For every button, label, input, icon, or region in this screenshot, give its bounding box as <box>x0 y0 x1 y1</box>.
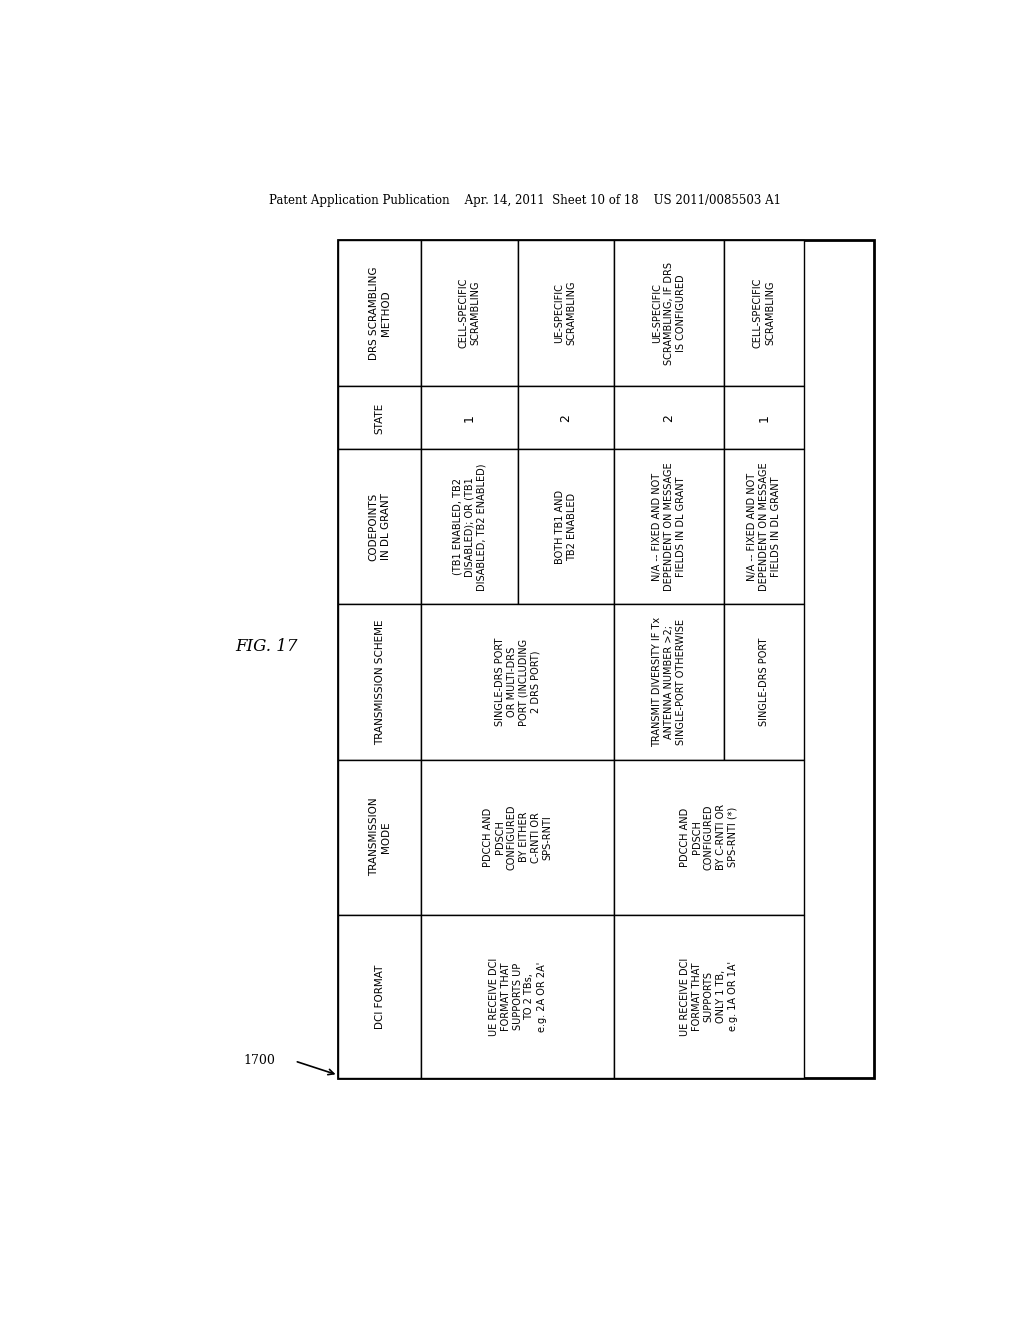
Bar <box>613 387 724 449</box>
Bar <box>517 240 613 387</box>
Text: Patent Application Publication    Apr. 14, 2011  Sheet 10 of 18    US 2011/00855: Patent Application Publication Apr. 14, … <box>268 194 780 207</box>
Bar <box>613 605 724 759</box>
Bar <box>724 449 804 605</box>
Bar <box>338 449 421 605</box>
Text: UE-SPECIFIC
SCRAMBLING, IF DRS
IS CONFIGURED: UE-SPECIFIC SCRAMBLING, IF DRS IS CONFIG… <box>652 261 686 364</box>
Text: SINGLE-DRS PORT
OR MULTI-DRS
PORT (INCLUDING
2 DRS PORT): SINGLE-DRS PORT OR MULTI-DRS PORT (INCLU… <box>495 638 541 726</box>
Text: CODEPOINTS
IN DL GRANT: CODEPOINTS IN DL GRANT <box>369 492 391 561</box>
Text: UE RECEIVE DCI
FORMAT THAT
SUPPORTS
ONLY 1 TB,
e.g. 1A OR 1A': UE RECEIVE DCI FORMAT THAT SUPPORTS ONLY… <box>680 957 737 1036</box>
Text: 1: 1 <box>463 414 476 422</box>
Bar <box>338 240 873 1078</box>
Text: BOTH TB1 AND
TB2 ENABLED: BOTH TB1 AND TB2 ENABLED <box>555 490 577 564</box>
Bar <box>613 915 804 1078</box>
Bar <box>338 915 421 1078</box>
Text: PDCCH AND
PDSCH
CONFIGURED
BY C-RNTI OR
SPS-RNTI (*): PDCCH AND PDSCH CONFIGURED BY C-RNTI OR … <box>680 804 737 870</box>
Text: 2: 2 <box>663 414 676 422</box>
Text: PDCCH AND
PDSCH
CONFIGURED
BY EITHER
C-RNTI OR
SPS-RNTI: PDCCH AND PDSCH CONFIGURED BY EITHER C-R… <box>482 804 553 870</box>
Text: FIG. 17: FIG. 17 <box>236 638 298 655</box>
Bar <box>421 387 517 449</box>
Bar <box>724 387 804 449</box>
Text: UE RECEIVE DCI
FORMAT THAT
SUPPORTS UP
TO 2 TBs,
e.g. 2A OR 2A': UE RECEIVE DCI FORMAT THAT SUPPORTS UP T… <box>488 957 547 1036</box>
Text: STATE: STATE <box>375 403 385 433</box>
Text: (TB1 ENABLED, TB2
DISABLED); OR (TB1
DISABLED, TB2 ENABLED): (TB1 ENABLED, TB2 DISABLED); OR (TB1 DIS… <box>453 463 486 590</box>
Bar <box>421 605 613 759</box>
Text: N/A -- FIXED AND NOT
DEPENDENT ON MESSAGE
FIELDS IN DL GRANT: N/A -- FIXED AND NOT DEPENDENT ON MESSAG… <box>652 462 686 591</box>
Bar <box>421 240 517 387</box>
Bar <box>338 759 421 915</box>
Text: TRANSMIT DIVERSITY IF Tx
ANTENNA NUMBER >2;
SINGLE-PORT OTHERWISE: TRANSMIT DIVERSITY IF Tx ANTENNA NUMBER … <box>652 616 686 747</box>
Bar <box>613 240 724 387</box>
Bar <box>613 759 804 915</box>
Bar <box>724 605 804 759</box>
Text: 2: 2 <box>559 414 572 422</box>
Bar <box>724 240 804 387</box>
Text: UE-SPECIFIC
SCRAMBLING: UE-SPECIFIC SCRAMBLING <box>555 281 577 346</box>
Bar <box>517 387 613 449</box>
Text: SINGLE-DRS PORT: SINGLE-DRS PORT <box>759 638 769 726</box>
Bar <box>338 387 421 449</box>
Bar <box>338 605 421 759</box>
Text: CELL-SPECIFIC
SCRAMBLING: CELL-SPECIFIC SCRAMBLING <box>753 279 775 348</box>
Bar <box>421 915 613 1078</box>
Text: TRANSMISSION SCHEME: TRANSMISSION SCHEME <box>375 619 385 744</box>
Text: N/A -- FIXED AND NOT
DEPENDENT ON MESSAGE
FIELDS IN DL GRANT: N/A -- FIXED AND NOT DEPENDENT ON MESSAG… <box>746 462 781 591</box>
Text: DRS SCRAMBLING
METHOD: DRS SCRAMBLING METHOD <box>369 267 391 360</box>
Text: CELL-SPECIFIC
SCRAMBLING: CELL-SPECIFIC SCRAMBLING <box>459 279 480 348</box>
Text: DCI FORMAT: DCI FORMAT <box>375 965 385 1028</box>
Bar <box>421 449 517 605</box>
Text: 1: 1 <box>758 414 770 422</box>
Text: TRANSMISSION
MODE: TRANSMISSION MODE <box>369 797 391 876</box>
Bar <box>517 449 613 605</box>
Bar <box>613 449 724 605</box>
Bar <box>421 759 613 915</box>
Bar <box>338 240 421 387</box>
Text: 1700: 1700 <box>243 1055 274 1068</box>
